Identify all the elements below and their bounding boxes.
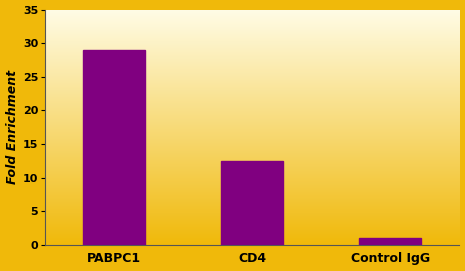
Bar [221,161,283,245]
Bar [359,238,421,245]
Y-axis label: Fold Enrichment: Fold Enrichment [6,70,19,184]
Bar [83,50,145,245]
